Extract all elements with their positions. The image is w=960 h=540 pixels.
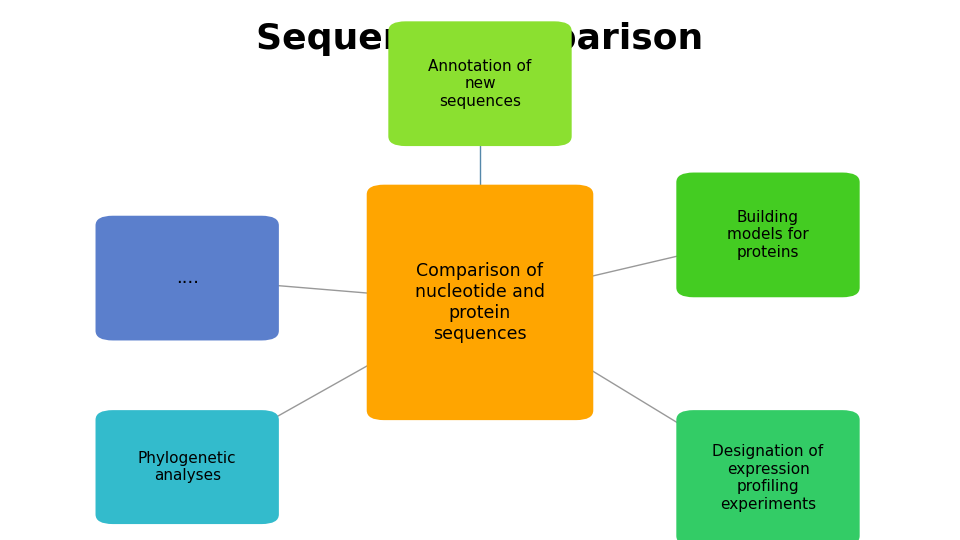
Text: Designation of
expression
profiling
experiments: Designation of expression profiling expe… <box>712 444 824 511</box>
Text: Building
models for
proteins: Building models for proteins <box>727 210 809 260</box>
FancyBboxPatch shape <box>388 22 571 146</box>
Text: Sequence comparison: Sequence comparison <box>256 22 704 56</box>
FancyBboxPatch shape <box>676 410 860 540</box>
Text: Annotation of
new
sequences: Annotation of new sequences <box>428 59 532 109</box>
Text: Comparison of
nucleotide and
protein
sequences: Comparison of nucleotide and protein seq… <box>415 262 545 342</box>
FancyBboxPatch shape <box>96 215 278 341</box>
Text: ....: .... <box>176 269 199 287</box>
Text: Phylogenetic
analyses: Phylogenetic analyses <box>138 451 236 483</box>
FancyBboxPatch shape <box>96 410 278 524</box>
FancyBboxPatch shape <box>367 185 593 420</box>
FancyBboxPatch shape <box>676 173 860 298</box>
